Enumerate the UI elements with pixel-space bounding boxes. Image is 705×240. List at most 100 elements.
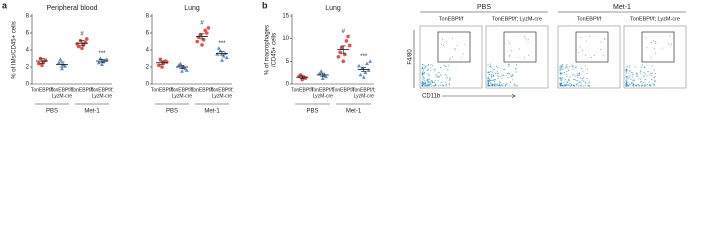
- flow-event: [488, 78, 491, 80]
- flow-event: [579, 46, 581, 48]
- flow-event: [645, 36, 647, 38]
- flow-event: [646, 83, 648, 85]
- flow-event: [487, 64, 489, 66]
- flow-event: [444, 81, 447, 83]
- flow-event: [587, 85, 589, 87]
- flow-event: [632, 83, 634, 85]
- y-axis-label: /CD45+ cells: [272, 33, 278, 67]
- flow-event: [669, 35, 671, 37]
- flow-event: [634, 66, 636, 68]
- flow-event: [652, 83, 654, 85]
- flow-event: [576, 82, 579, 84]
- panel-letter: b: [262, 0, 268, 10]
- flow-event: [487, 83, 490, 85]
- flow-event: [585, 40, 587, 42]
- data-point: [75, 42, 79, 46]
- flow-event: [505, 74, 507, 77]
- data-point: [368, 59, 373, 63]
- flow-event: [661, 47, 663, 49]
- error-bar: [320, 72, 326, 78]
- flow-event: [464, 43, 466, 45]
- flow-event: [640, 70, 642, 72]
- flow-event: [626, 66, 628, 68]
- flow-event: [501, 74, 503, 76]
- data-point: [336, 55, 341, 59]
- flow-event: [426, 84, 428, 86]
- data-point: [224, 55, 229, 60]
- flow-group-label: PBS: [477, 4, 491, 11]
- flow-event: [568, 78, 570, 80]
- flow-event: [445, 78, 447, 80]
- flow-event: [427, 63, 430, 66]
- flow-event: [489, 65, 491, 67]
- flow-event: [424, 67, 426, 69]
- flow-event: [625, 81, 627, 83]
- flow-event: [421, 67, 424, 69]
- flow-event: [559, 82, 561, 85]
- flow-event: [421, 74, 424, 76]
- gate: [437, 31, 471, 63]
- flow-event: [421, 84, 423, 86]
- flow-event: [487, 76, 489, 78]
- flow-event: [651, 72, 653, 74]
- flow-event: [497, 75, 499, 77]
- flow-event: [504, 84, 506, 86]
- flow-event: [428, 78, 430, 80]
- flow-event: [487, 77, 489, 79]
- flow-event: [427, 82, 429, 84]
- data-point: [85, 37, 89, 41]
- flow-event: [582, 70, 584, 72]
- flow-event: [450, 57, 452, 59]
- flow-event: [571, 74, 573, 76]
- data-point: [216, 46, 221, 50]
- flow-event: [573, 78, 575, 81]
- flow-event: [431, 80, 433, 82]
- flow-event: [575, 66, 577, 68]
- flow-event: [648, 74, 650, 76]
- data-point: [346, 34, 350, 39]
- flow-event: [495, 72, 497, 74]
- flow-event: [423, 77, 425, 80]
- flow-event: [559, 68, 561, 70]
- flow-event: [512, 74, 514, 77]
- data-point: [104, 57, 109, 61]
- flow-event: [512, 79, 514, 81]
- error-bar: [39, 58, 45, 64]
- flow-event: [563, 83, 565, 86]
- flow-event: [588, 85, 590, 87]
- flow-event: [428, 74, 431, 76]
- group-label: PBS: [306, 109, 318, 115]
- flow-event: [437, 80, 439, 82]
- flow-event: [559, 73, 561, 75]
- flow-event: [586, 77, 588, 80]
- flow-event: [436, 76, 439, 78]
- data-point: [363, 70, 368, 75]
- flow-event: [655, 40, 657, 42]
- y-tick-label: 8: [146, 14, 150, 20]
- flow-event: [433, 70, 435, 72]
- flow-event: [491, 73, 493, 75]
- flow-event: [424, 81, 427, 83]
- flow-event: [427, 78, 429, 80]
- flow-event: [512, 73, 514, 76]
- flow-event: [567, 84, 569, 86]
- flow-event: [650, 57, 652, 59]
- flow-event: [626, 76, 628, 78]
- x-tick-label: TonEBPf/f;: [352, 87, 376, 93]
- flow-event: [625, 68, 627, 70]
- flow-event: [653, 77, 655, 79]
- flow-event: [641, 64, 643, 66]
- flow-event: [524, 57, 526, 59]
- flow-event: [501, 84, 503, 86]
- flow-event: [568, 69, 570, 71]
- flow-event: [443, 85, 445, 87]
- flow-event: [431, 64, 433, 67]
- flow-event: [626, 83, 628, 85]
- flow-event: [462, 53, 464, 55]
- flow-event: [559, 66, 561, 68]
- flow-event: [490, 83, 492, 85]
- flow-event: [585, 81, 587, 84]
- data-point: [160, 65, 164, 69]
- flow-event: [581, 85, 583, 87]
- flow-event: [625, 84, 627, 86]
